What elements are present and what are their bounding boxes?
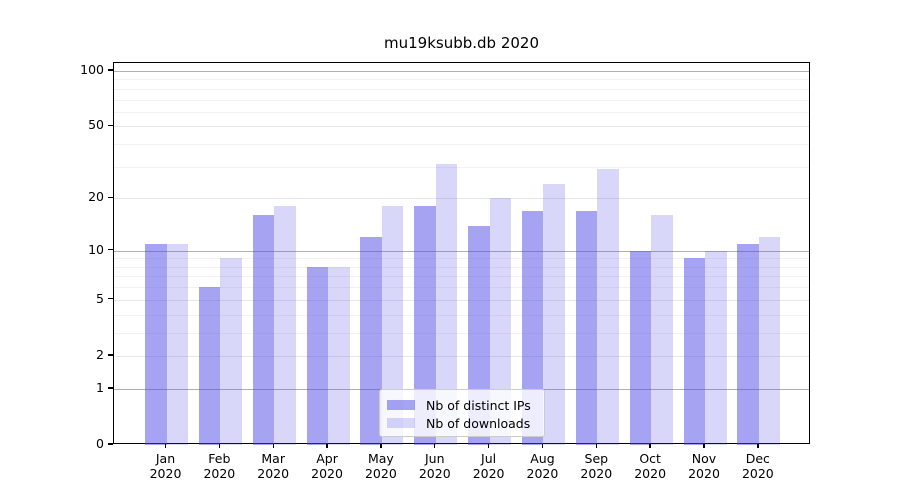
x-tick-label-jun: Jun 2020 (418, 451, 451, 481)
legend-swatch-distinct-ips (387, 400, 415, 410)
x-tick-mar (272, 444, 274, 448)
legend-item-downloads: Nb of downloads (387, 414, 544, 432)
gridline-4 (114, 314, 809, 316)
bar-distinct-ips-jan (145, 243, 167, 445)
x-tick-label-jan: Jan 2020 (149, 451, 182, 481)
plot-area (113, 62, 810, 445)
x-tick-jul (487, 444, 490, 448)
gridline-60 (114, 111, 809, 113)
gridline-50 (114, 126, 809, 128)
y-tick-20 (108, 196, 113, 198)
bar-downloads-jun (435, 164, 458, 445)
bar-downloads-apr (328, 266, 350, 445)
legend-label-distinct-ips: Nb of distinct IPs (426, 397, 531, 413)
gridline-8 (114, 266, 809, 268)
bar-downloads-sep (597, 169, 619, 445)
x-tick-apr (326, 444, 328, 448)
y-tick-label-20: 20 (88, 189, 104, 205)
x-tick-oct (649, 444, 651, 448)
x-tick-label-dec: Dec 2020 (741, 451, 774, 481)
bar-downloads-dec (758, 237, 781, 445)
x-tick-label-nov: Nov 2020 (688, 451, 720, 481)
bar-distinct-ips-mar (252, 215, 275, 445)
x-tick-dec (757, 444, 759, 448)
gridline-6 (114, 287, 809, 289)
legend-item-distinct-ips: Nb of distinct IPs (387, 396, 544, 414)
gridline-5 (114, 299, 809, 301)
y-tick-5 (108, 298, 113, 300)
gridline-10 (114, 250, 809, 252)
bar-distinct-ips-nov (683, 258, 705, 445)
y-tick-100 (108, 69, 113, 71)
y-tick-2 (108, 354, 113, 356)
y-tick-label-1: 1 (96, 379, 104, 395)
bar-downloads-feb (220, 258, 242, 445)
bar-distinct-ips-feb (198, 287, 221, 445)
x-tick-feb (218, 444, 221, 448)
y-tick-label-100: 100 (80, 62, 104, 77)
legend-swatch-downloads (387, 418, 415, 428)
gridline-9 (114, 258, 809, 260)
chart-title: mu19ksubb.db 2020 (383, 34, 539, 52)
y-tick-0 (108, 443, 113, 445)
x-tick-nov (703, 444, 705, 448)
x-tick-label-mar: Mar 2020 (257, 451, 290, 481)
y-tick-label-10: 10 (88, 241, 104, 257)
bar-downloads-may (381, 206, 404, 445)
bar-downloads-mar (274, 206, 296, 445)
bar-downloads-nov (705, 250, 727, 445)
y-tick-label-5: 5 (96, 290, 104, 306)
bar-distinct-ips-sep (575, 210, 598, 445)
gridline-40 (114, 144, 809, 146)
bar-distinct-ips-apr (306, 266, 329, 445)
bar-distinct-ips-jun (414, 206, 436, 445)
y-tick-label-0: 0 (96, 436, 104, 451)
bar-distinct-ips-may (360, 237, 382, 445)
gridline-90 (114, 79, 809, 81)
gridline-3 (114, 332, 809, 334)
gridline-2 (114, 355, 809, 357)
x-tick-label-feb: Feb 2020 (203, 451, 236, 481)
x-tick-label-may: May 2020 (364, 451, 397, 481)
y-tick-1 (108, 387, 113, 389)
bar-downloads-jan (166, 243, 188, 445)
bar-distinct-ips-aug (521, 210, 544, 445)
y-tick-label-50: 50 (88, 117, 104, 133)
gridline-20 (114, 198, 809, 200)
x-tick-may (380, 444, 382, 448)
bar-downloads-aug (543, 184, 565, 445)
x-tick-label-oct: Oct 2020 (634, 451, 667, 481)
x-tick-aug (541, 444, 544, 448)
bar-downloads-jul (489, 198, 512, 445)
bar-distinct-ips-oct (629, 250, 652, 445)
x-tick-label-sep: Sep 2020 (580, 451, 613, 481)
x-tick-jan (164, 444, 167, 448)
gridline-80 (114, 88, 809, 90)
bar-downloads-oct (651, 215, 673, 445)
legend-label-downloads: Nb of downloads (426, 415, 531, 431)
x-tick-label-apr: Apr 2020 (311, 451, 343, 481)
x-tick-label-aug: Aug 2020 (526, 451, 559, 481)
gridline-7 (114, 276, 809, 278)
gridline-30 (114, 166, 809, 168)
y-tick-10 (108, 248, 113, 251)
y-tick-50 (108, 124, 113, 127)
legend: Nb of distinct IPs Nb of downloads (379, 389, 545, 437)
x-tick-sep (595, 444, 597, 448)
gridline-100 (114, 71, 809, 72)
x-tick-jun (434, 444, 436, 448)
bar-distinct-ips-dec (737, 243, 759, 445)
x-tick-label-jul: Jul 2020 (472, 451, 505, 481)
y-tick-label-2: 2 (96, 346, 104, 362)
gridline-70 (114, 99, 809, 101)
